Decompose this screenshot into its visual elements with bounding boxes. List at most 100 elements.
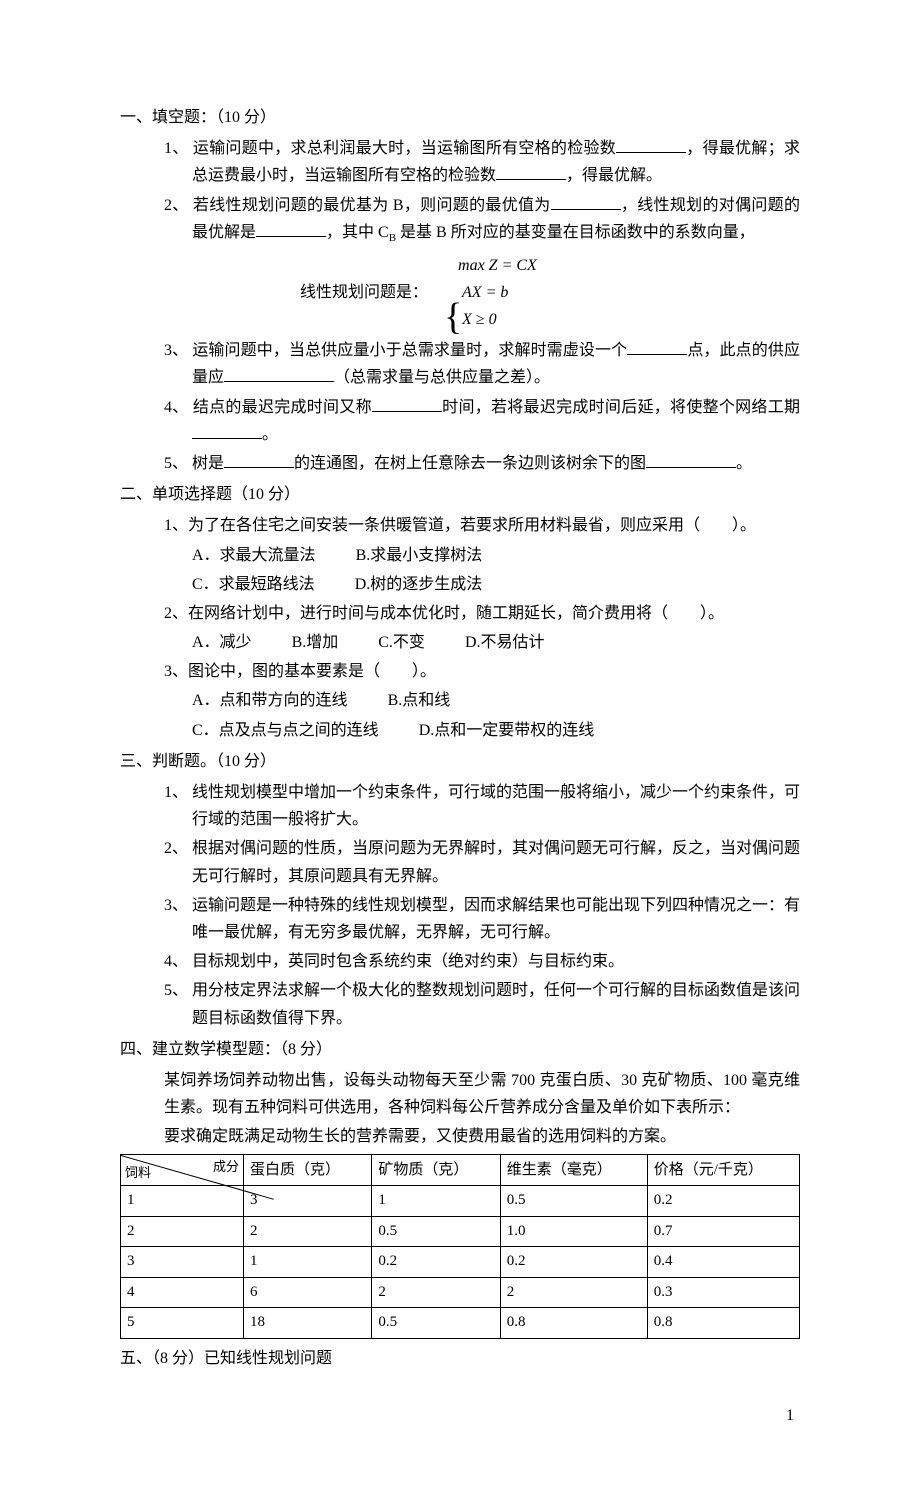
text: ，其中 C — [326, 224, 389, 241]
table-cell: 2 — [121, 1216, 244, 1247]
option-d: D.不易估计 — [465, 629, 545, 656]
table-row: 220.51.00.7 — [121, 1216, 800, 1247]
blank — [616, 136, 686, 153]
table-corner-cell: 饲料 成分 — [121, 1155, 244, 1186]
table-cell: 1.0 — [500, 1216, 647, 1247]
section-3-title: 三、判断题。（10 分） — [120, 748, 800, 775]
page-number: 1 — [120, 1402, 800, 1429]
text: 时间，若将最迟完成时间后延，将使整个网络工期 — [442, 399, 800, 416]
blank — [372, 395, 442, 412]
table-cell: 0.8 — [500, 1308, 647, 1339]
blank — [496, 163, 566, 180]
s1-q3: 3、 运输问题中，当总供应量小于总需求量时，求解时需虚设一个点，此点的供应量应（… — [164, 337, 800, 391]
table-row: 310.20.20.4 — [121, 1247, 800, 1278]
text: ，得最优解。 — [566, 167, 662, 184]
text: 1、 运输问题中，求总利润最大时，当运输图所有空格的检验数 — [164, 140, 616, 157]
s1-q5: 5、 树是 的连通图，在树上任意除去一条边则该树余下的图 。 — [164, 450, 800, 477]
corner-left-label: 饲料 — [125, 1162, 151, 1184]
option-a: A．点和带方向的连线 — [192, 687, 348, 714]
table-cell: 2 — [500, 1277, 647, 1308]
blank — [646, 451, 736, 468]
section-5-title: 五、（8 分）已知线性规划问题 — [120, 1345, 800, 1372]
s2-q3-options2: C．点及点与点之间的连线 D.点和一定要带权的连线 — [192, 717, 800, 744]
blank — [192, 422, 262, 439]
option-d: D.点和一定要带权的连线 — [419, 717, 595, 744]
table-cell: 0.2 — [372, 1247, 500, 1278]
s1-q2: 2、 若线性规划问题的最优基为 B，则问题的最优值为，线性规划的对偶问题的最优解… — [164, 192, 800, 248]
section-1-title: 一、填空题：（10 分） — [120, 104, 800, 131]
s1-q1: 1、 运输问题中，求总利润最大时，当运输图所有空格的检验数，得最优解；求总运费最… — [164, 135, 800, 189]
table-cell: 18 — [244, 1308, 372, 1339]
section-2-title: 二、单项选择题（10 分） — [120, 481, 800, 508]
table-header-row: 饲料 成分 蛋白质（克） 矿物质（克） 维生素（毫克） 价格（元/千克） — [121, 1155, 800, 1186]
table-cell: 3 — [121, 1247, 244, 1278]
option-b: B.增加 — [292, 629, 339, 656]
math-block: 线性规划问题是： max Z = CX { AX = b X ≥ 0 — [300, 252, 800, 334]
text: （总需求量与总供应量之差）。 — [334, 369, 550, 386]
subscript: B — [389, 232, 396, 244]
text: 。 — [262, 426, 278, 443]
text: 。 — [736, 455, 752, 472]
s3-q3: 3、 运输问题是一种特殊的线性规划模型，因而求解结果也可能出现下列四种情况之一：… — [164, 892, 800, 946]
s3-q4: 4、 目标规划中，英同时包含系统约束（绝对约束）与目标约束。 — [164, 948, 800, 975]
text: 的连通图，在树上任意除去一条边则该树余下的图 — [294, 455, 646, 472]
table-cell: 6 — [244, 1277, 372, 1308]
brace-icon: { — [444, 285, 462, 350]
col-header: 矿物质（克） — [372, 1155, 500, 1186]
s2-q3-options: A．点和带方向的连线 B.点和线 — [192, 687, 800, 714]
col-header: 蛋白质（克） — [244, 1155, 372, 1186]
s1-q4: 4、 结点的最迟完成时间又称 时间，若将最迟完成时间后延，将使整个网络工期。 — [164, 394, 800, 448]
table-cell: 0.5 — [500, 1186, 647, 1217]
text: 是基 B 所对应的基变量在目标函数中的系数向量， — [396, 224, 755, 241]
s2-q3: 3、图论中，图的基本要素是（ ）。 — [164, 658, 800, 685]
s3-q2: 2、 根据对偶问题的性质，当原问题为无界解时，其对偶问题无可行解，反之，当对偶问… — [164, 835, 800, 889]
table-cell: 0.8 — [647, 1308, 799, 1339]
blank — [224, 451, 294, 468]
blank — [256, 220, 326, 237]
col-header: 维生素（毫克） — [500, 1155, 647, 1186]
text: 5、 树是 — [164, 455, 224, 472]
table-row: 46220.3 — [121, 1277, 800, 1308]
table-cell: 2 — [372, 1277, 500, 1308]
table-row: 1310.50.2 — [121, 1186, 800, 1217]
table-cell: 0.2 — [500, 1247, 647, 1278]
option-b: B.求最小支撑树法 — [356, 542, 483, 569]
option-c: C.不变 — [378, 629, 425, 656]
table-cell: 4 — [121, 1277, 244, 1308]
s4-p1: 某饲养场饲养动物出售，设每头动物每天至少需 700 克蛋白质、30 克矿物质、1… — [164, 1067, 800, 1121]
table-cell: 5 — [121, 1308, 244, 1339]
table-cell: 3 — [244, 1186, 372, 1217]
s2-q2: 2、在网络计划中，进行时间与成本优化时，随工期延长，简介费用将（ ）。 — [164, 600, 800, 627]
option-b: B.点和线 — [388, 687, 451, 714]
text: 3、 运输问题中，当总供应量小于总需求量时，求解时需虚设一个 — [164, 342, 627, 359]
feed-table: 饲料 成分 蛋白质（克） 矿物质（克） 维生素（毫克） 价格（元/千克） 131… — [120, 1154, 800, 1339]
text: 2、 若线性规划问题的最优基为 B，则问题的最优值为 — [164, 197, 551, 214]
option-c: C．点及点与点之间的连线 — [192, 717, 379, 744]
table-cell: 1 — [244, 1247, 372, 1278]
math-line: X ≥ 0 — [458, 306, 537, 333]
text: 线性规划问题是： — [300, 279, 428, 306]
blank — [627, 338, 687, 355]
option-a: A．减少 — [192, 629, 252, 656]
table-cell: 1 — [121, 1186, 244, 1217]
blank — [551, 193, 621, 210]
blank — [224, 365, 334, 382]
s2-q1-options2: C．求最短路线法D.树的逐步生成法 — [192, 571, 800, 598]
text: 4、 结点的最迟完成时间又称 — [164, 399, 372, 416]
s3-q5: 5、 用分枝定界法求解一个极大化的整数规划问题时，任何一个可行解的目标函数值是该… — [164, 977, 800, 1031]
table-cell: 2 — [244, 1216, 372, 1247]
table-cell: 0.5 — [372, 1216, 500, 1247]
table-row: 5180.50.80.8 — [121, 1308, 800, 1339]
math-line: AX = b — [458, 279, 537, 306]
table-cell: 0.3 — [647, 1277, 799, 1308]
option-a: A．求最大流量法 — [192, 542, 316, 569]
s2-q2-options: A．减少 B.增加 C.不变 D.不易估计 — [192, 629, 800, 656]
table-cell: 0.5 — [372, 1308, 500, 1339]
section-4-title: 四、建立数学模型题：（8 分） — [120, 1036, 800, 1063]
s2-q1-options: A．求最大流量法 B.求最小支撑树法 — [192, 542, 800, 569]
math-line: max Z = CX — [458, 252, 537, 279]
col-header: 价格（元/千克） — [647, 1155, 799, 1186]
option-d: D.树的逐步生成法 — [355, 571, 483, 598]
table-cell: 0.2 — [647, 1186, 799, 1217]
table-cell: 0.4 — [647, 1247, 799, 1278]
